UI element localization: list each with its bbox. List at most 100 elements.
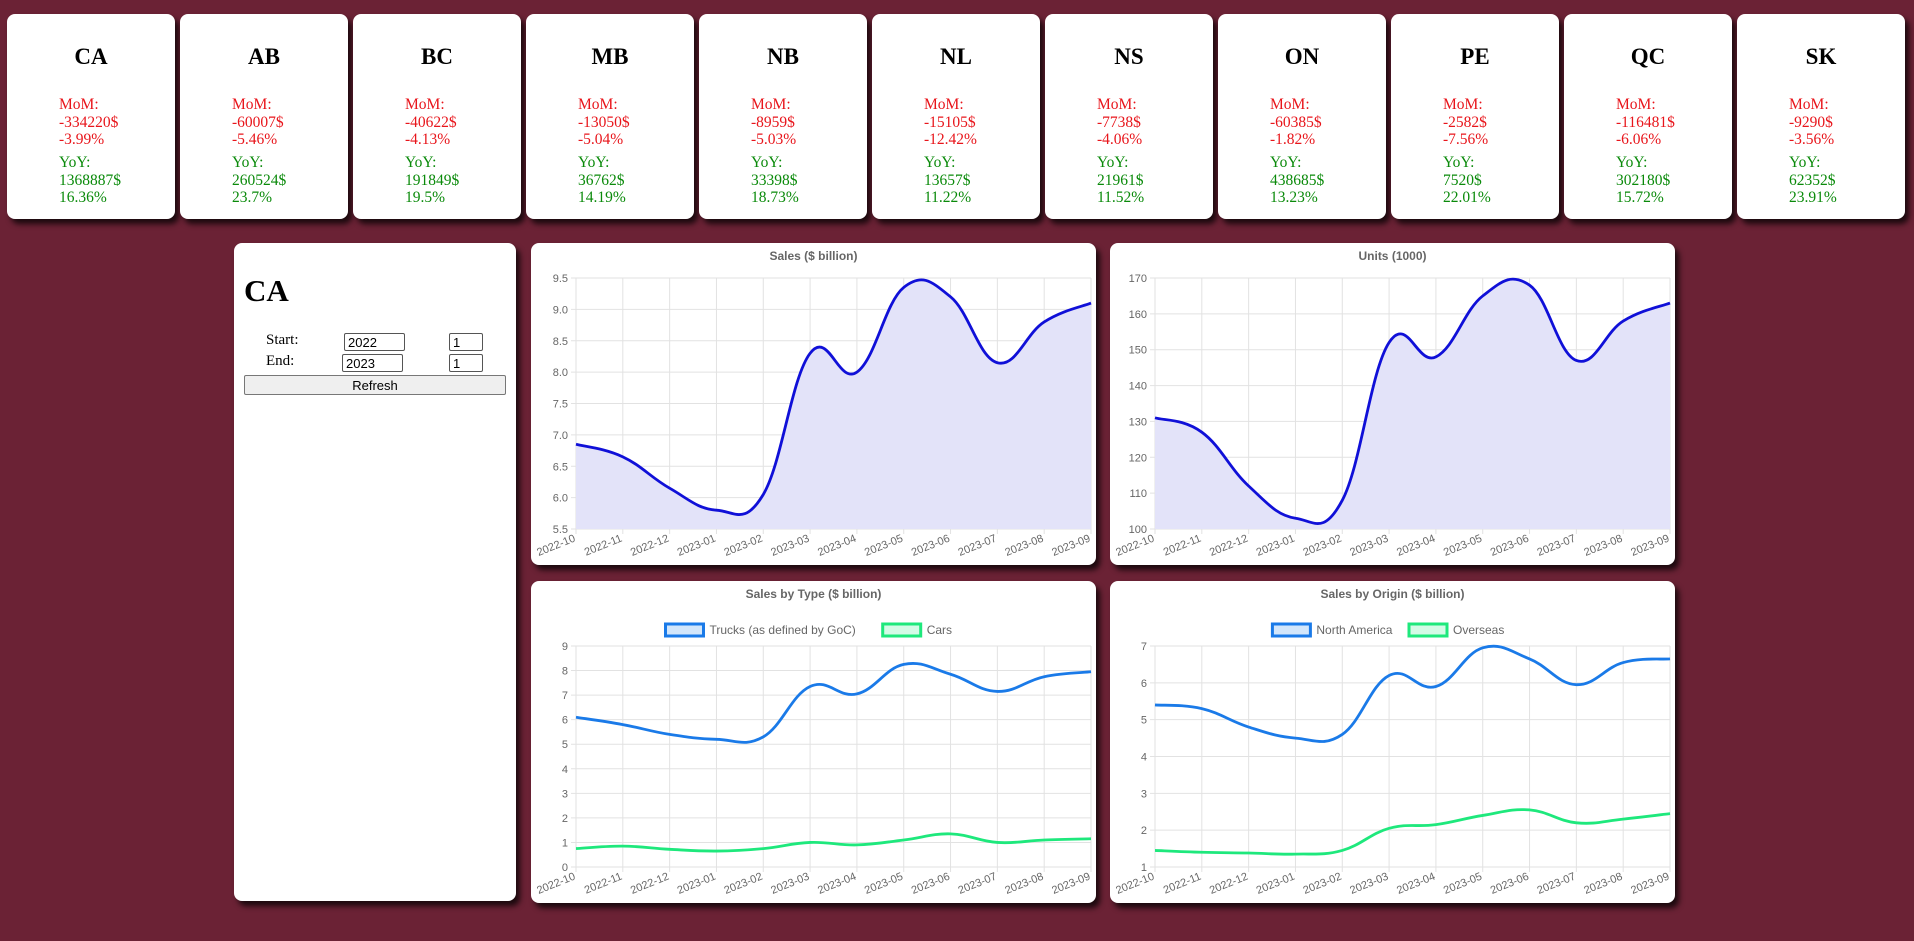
x-tick-label: 2023-07 xyxy=(1536,533,1578,559)
mom-label: MoM: xyxy=(59,96,99,113)
mom-block: MoM: -334220$ -3.99% xyxy=(59,96,118,149)
y-tick-label: 6.5 xyxy=(553,461,568,473)
y-tick-label: 4 xyxy=(562,764,568,776)
x-tick-label: 2022-11 xyxy=(1162,533,1203,559)
yoy-block: YoY: 62352$ 23.91% xyxy=(1789,154,1837,207)
yoy-label: YoY: xyxy=(59,154,91,171)
y-tick-label: 120 xyxy=(1129,452,1147,464)
province-card-ca: CA MoM: -334220$ -3.99% YoY: 1368887$ 16… xyxy=(7,14,175,219)
legend-label: Cars xyxy=(927,623,952,637)
x-tick-label: 2023-09 xyxy=(1629,533,1671,559)
mom-block: MoM: -40622$ -4.13% xyxy=(405,96,457,149)
yoy-block: YoY: 438685$ 13.23% xyxy=(1270,154,1324,207)
start-year-input[interactable] xyxy=(344,333,405,351)
y-tick-label: 7 xyxy=(1141,641,1147,653)
province-card-ab: AB MoM: -60007$ -5.46% YoY: 260524$ 23.7… xyxy=(180,14,348,219)
yoy-value: 191849$ xyxy=(405,171,460,189)
mom-value: -15105$ xyxy=(924,113,976,131)
yoy-block: YoY: 33398$ 18.73% xyxy=(751,154,799,207)
start-month-input[interactable] xyxy=(449,333,483,351)
yoy-percent: 11.52% xyxy=(1097,189,1145,206)
end-year-input[interactable] xyxy=(342,354,403,372)
mom-value: -60385$ xyxy=(1270,113,1322,131)
x-tick-label: 2022-12 xyxy=(629,533,671,559)
province-code: MB xyxy=(591,44,629,69)
x-tick-label: 2023-06 xyxy=(910,533,952,559)
yoy-block: YoY: 7520$ 22.01% xyxy=(1443,154,1491,207)
series-line xyxy=(1154,277,1671,525)
yoy-block: YoY: 1368887$ 16.36% xyxy=(59,154,121,207)
mom-percent: -3.99% xyxy=(59,131,105,148)
y-tick-label: 9.0 xyxy=(553,304,568,316)
mom-percent: -5.46% xyxy=(232,131,278,148)
province-code: QC xyxy=(1630,44,1666,69)
x-tick-label: 2023-04 xyxy=(1395,533,1437,559)
mom-percent: -7.56% xyxy=(1443,131,1489,148)
x-tick-label: 2023-02 xyxy=(1301,533,1343,559)
mom-label: MoM: xyxy=(578,96,618,113)
y-tick-label: 9.5 xyxy=(553,273,568,285)
x-tick-label: 2022-10 xyxy=(1114,533,1156,559)
y-tick-label: 8.5 xyxy=(553,336,568,348)
x-tick-label: 2022-12 xyxy=(629,871,671,897)
yoy-percent: 11.22% xyxy=(924,189,972,206)
province-card-pe: PE MoM: -2582$ -7.56% YoY: 7520$ 22.01% xyxy=(1391,14,1559,219)
province-card-mb: MB MoM: -13050$ -5.04% YoY: 36762$ 14.19… xyxy=(526,14,694,219)
x-tick-label: 2023-04 xyxy=(816,871,858,897)
yoy-value: 13657$ xyxy=(924,171,971,189)
yoy-value: 302180$ xyxy=(1616,171,1671,189)
x-tick-label: 2023-01 xyxy=(1255,533,1297,559)
x-tick-label: 2022-10 xyxy=(535,871,577,897)
yoy-percent: 23.7% xyxy=(232,189,273,206)
y-tick-label: 7 xyxy=(562,690,568,702)
province-code: SK xyxy=(1805,44,1837,69)
x-tick-label: 2022-11 xyxy=(583,533,624,559)
province-code: PE xyxy=(1460,44,1490,69)
yoy-label: YoY: xyxy=(578,154,610,171)
y-tick-label: 170 xyxy=(1129,273,1147,285)
mom-block: MoM: -60385$ -1.82% xyxy=(1270,96,1322,149)
x-tick-label: 2022-10 xyxy=(535,533,577,559)
x-tick-label: 2022-12 xyxy=(1208,871,1250,897)
x-tick-label: 2023-05 xyxy=(863,533,905,559)
y-tick-label: 8 xyxy=(562,666,568,678)
y-tick-label: 2 xyxy=(562,813,568,825)
yoy-block: YoY: 191849$ 19.5% xyxy=(405,154,459,207)
chart-title: Sales by Type ($ billion) xyxy=(746,587,882,601)
yoy-label: YoY: xyxy=(405,154,437,171)
yoy-block: YoY: 260524$ 23.7% xyxy=(232,154,286,207)
y-tick-label: 6.0 xyxy=(553,493,568,505)
x-tick-label: 2023-05 xyxy=(863,871,905,897)
chart-title: Sales ($ billion) xyxy=(769,249,857,263)
end-month-input[interactable] xyxy=(449,354,483,372)
mom-block: MoM: -60007$ -5.46% xyxy=(232,96,284,149)
series-line xyxy=(575,662,1092,744)
mom-value: -9290$ xyxy=(1789,113,1833,131)
x-tick-label: 2023-03 xyxy=(769,533,811,559)
x-tick-label: 2023-07 xyxy=(957,871,999,897)
province-code: ON xyxy=(1284,44,1320,69)
legend-swatch xyxy=(881,622,923,638)
refresh-button[interactable]: Refresh xyxy=(244,375,506,395)
y-tick-label: 1 xyxy=(1141,862,1147,874)
end-label: End: xyxy=(266,353,295,369)
yoy-value: 7520$ xyxy=(1443,171,1482,189)
mom-percent: -1.82% xyxy=(1270,131,1316,148)
legend-label: North America xyxy=(1316,623,1392,637)
sales-chart-card: Sales ($ billion) 5.5 6.0 6.5 7.0 7.5 8.0 8.5 9.… xyxy=(531,243,1096,565)
mom-percent: -5.03% xyxy=(751,131,797,148)
y-tick-label: 160 xyxy=(1129,309,1147,321)
yoy-block: YoY: 36762$ 14.19% xyxy=(578,154,626,207)
x-tick-label: 2023-04 xyxy=(1395,871,1437,897)
x-tick-label: 2023-06 xyxy=(1489,533,1531,559)
x-tick-label: 2023-09 xyxy=(1629,871,1671,897)
mom-block: MoM: -116481$ -6.06% xyxy=(1616,96,1675,149)
province-card-bc: BC MoM: -40622$ -4.13% YoY: 191849$ 19.5… xyxy=(353,14,521,219)
x-tick-label: 2023-09 xyxy=(1050,871,1092,897)
y-tick-label: 140 xyxy=(1129,381,1147,393)
mom-percent: -4.13% xyxy=(405,131,451,148)
y-tick-label: 0 xyxy=(562,862,568,874)
yoy-value: 21961$ xyxy=(1097,171,1144,189)
legend-label: Overseas xyxy=(1453,623,1504,637)
mom-value: -40622$ xyxy=(405,113,457,131)
